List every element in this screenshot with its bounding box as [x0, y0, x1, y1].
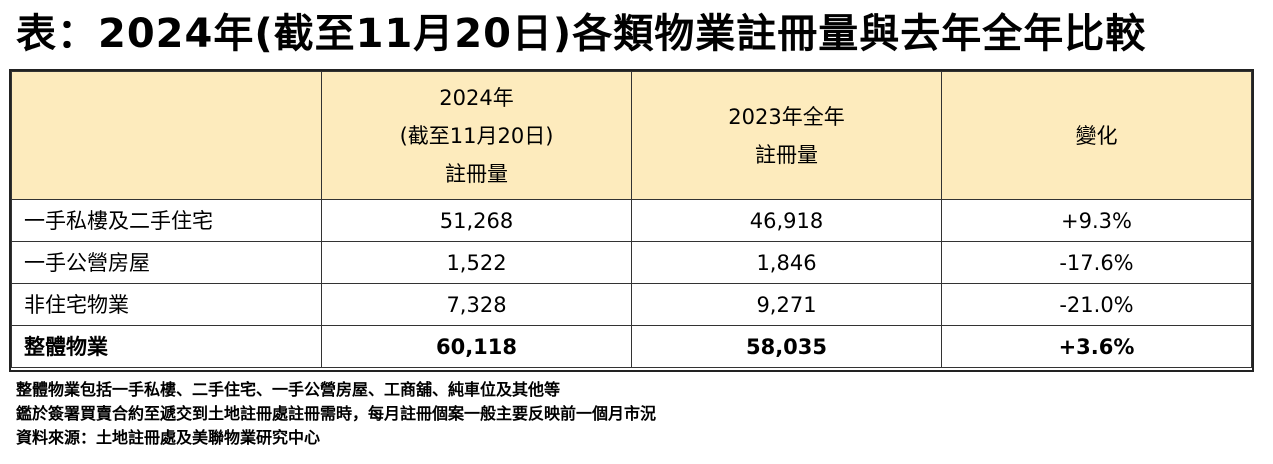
header-2023-line2: 註冊量 [755, 142, 818, 167]
row-2024-value: 60,118 [321, 325, 632, 368]
row-2023-value: 1,846 [631, 241, 942, 284]
row-change-value: -17.6% [941, 241, 1252, 284]
table-row-total: 整體物業 60,118 58,035 +3.6% [11, 325, 1252, 368]
row-label: 非住宅物業 [11, 283, 322, 326]
row-label: 一手公營房屋 [11, 241, 322, 284]
row-2024-value: 1,522 [321, 241, 632, 284]
header-2023: 2023年全年 註冊量 [631, 71, 942, 200]
row-2024-value: 51,268 [321, 199, 632, 242]
header-category [11, 71, 322, 200]
header-2024-line2: (截至11月20日) [399, 123, 554, 148]
row-label: 一手私樓及二手住宅 [11, 199, 322, 242]
page-title: 表：2024年(截至11月20日)各類物業註冊量與去年全年比較 [16, 11, 1147, 57]
row-2023-value: 58,035 [631, 325, 942, 368]
header-change-label: 變化 [1075, 123, 1118, 148]
row-change-value: +3.6% [941, 325, 1252, 368]
table-header-row: 2024年 (截至11月20日) 註冊量 2023年全年 註冊量 變化 [11, 71, 1252, 200]
row-2023-value: 9,271 [631, 283, 942, 326]
row-change-value: +9.3% [941, 199, 1252, 242]
table-row: 一手公營房屋 1,522 1,846 -17.6% [11, 241, 1252, 284]
footnotes: 整體物業包括一手私樓、二手住宅、一手公營房屋、工商舖、純車位及其他等 鑑於簽署買… [16, 378, 656, 450]
row-2023-value: 46,918 [631, 199, 942, 242]
table-row: 非住宅物業 7,328 9,271 -21.0% [11, 283, 1252, 326]
header-2024: 2024年 (截至11月20日) 註冊量 [321, 71, 632, 200]
registration-table: 2024年 (截至11月20日) 註冊量 2023年全年 註冊量 變化 一手私樓… [11, 71, 1252, 368]
row-2024-value: 7,328 [321, 283, 632, 326]
header-2024-line3: 註冊量 [445, 161, 508, 186]
table-row: 一手私樓及二手住宅 51,268 46,918 +9.3% [11, 199, 1252, 242]
header-2023-line1: 2023年全年 [728, 104, 845, 129]
header-change: 變化 [941, 71, 1252, 200]
footnote-source: 資料來源：土地註冊處及美聯物業研究中心 [16, 428, 321, 447]
footnote-scope: 整體物業包括一手私樓、二手住宅、一手公營房屋、工商舖、純車位及其他等 [16, 380, 561, 399]
row-change-value: -21.0% [941, 283, 1252, 326]
row-label: 整體物業 [11, 325, 322, 368]
footnote-timing: 鑑於簽署買賣合約至遞交到土地註冊處註冊需時，每月註冊個案一般主要反映前一個月市況 [16, 404, 657, 423]
header-2024-line1: 2024年 [439, 85, 514, 110]
